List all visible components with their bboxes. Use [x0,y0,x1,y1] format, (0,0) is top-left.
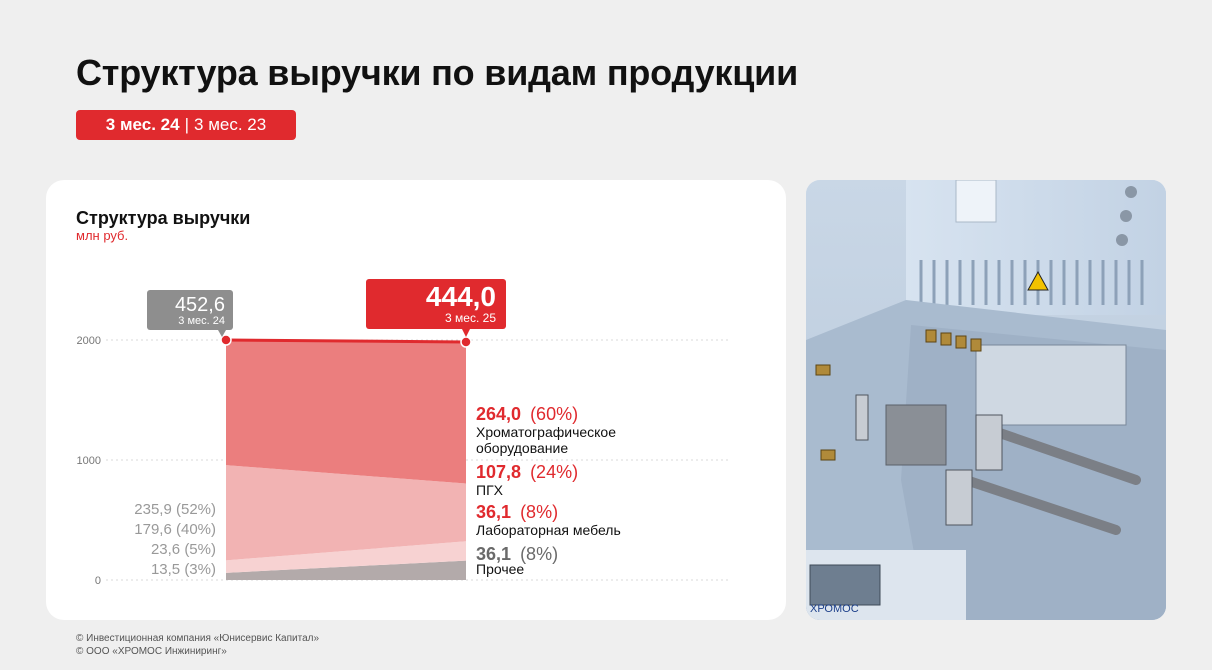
total-period-3m25: 3 мес. 25 [445,311,496,325]
right-pct-pgh: (24%) [530,462,578,482]
y-tick-label: 0 [95,575,101,587]
series-area-chromatography [226,340,466,484]
right-value-pgh: 107,8 [476,462,521,482]
total-badge-3m24: 452,6 3 мес. 24 [147,290,233,337]
product-photo: ХРОМОС [806,180,1166,620]
total-line [225,338,467,344]
chart-title: Структура выручки [76,208,251,228]
left-label-other: 13,5 (3%) [151,561,216,578]
total-badge-3m25: 444,0 3 мес. 25 [366,279,506,337]
page-title: Структура выручки по видам продукции [76,52,799,93]
total-marker-3m24 [220,334,232,346]
chart-card: Структура выручки млн руб. 2000 1000 0 [46,180,786,620]
period-other[interactable]: 3 мес. 23 [194,115,267,134]
series-name-pgh: ПГХ [476,482,504,498]
total-marker-3m25 [460,336,472,348]
right-value-chromatography: 264,0 [476,404,521,424]
total-period-3m24: 3 мес. 24 [178,315,225,327]
period-separator: | [184,115,190,134]
right-label-chromatography: 264,0 (60%) Хроматографическое оборудова… [476,404,616,456]
left-label-lab-furniture: 23,6 (5%) [151,541,216,558]
series-name-chromatography-line2: оборудование [476,440,568,456]
y-tick-label: 1000 [77,455,101,467]
left-label-chromatography: 235,9 (52%) [134,501,216,518]
photo-brand-text: ХРОМОС [810,603,859,615]
footer-copyright-1: © Инвестиционная компания «Юнисервис Кап… [76,633,320,644]
right-pct-lab-furniture: (8%) [520,502,558,522]
series-name-other: Прочее [476,561,524,577]
left-label-pgh: 179,6 (40%) [134,521,216,538]
chart-unit: млн руб. [76,228,129,243]
right-label-other: 36,1 (8%) Прочее [476,544,558,577]
svg-text:107,8 (24%): 107,8 (24%) [476,462,578,482]
period-active[interactable]: 3 мес. 24 [105,115,180,134]
series-name-lab-furniture: Лабораторная мебель [476,522,621,538]
right-label-pgh: 107,8 (24%) ПГХ [476,462,578,498]
right-pct-chromatography: (60%) [530,404,578,424]
total-value-3m25: 444,0 [426,281,496,312]
right-value-other: 36,1 [476,544,511,564]
svg-text:36,1 (8%): 36,1 (8%) [476,544,558,564]
series-area-lab-furniture [226,541,466,573]
right-value-lab-furniture: 36,1 [476,502,511,522]
total-value-3m24: 452,6 [175,294,225,316]
footer-copyright-2: © ООО «ХРОМОС Инжиниринг» [76,646,227,657]
series-area-other [226,560,466,580]
right-pct-other: (8%) [520,544,558,564]
area-series-group [226,340,466,580]
svg-text:36,1 (8%): 36,1 (8%) [476,502,558,522]
svg-text:264,0 (60%): 264,0 (60%) [476,404,578,424]
y-tick-label: 2000 [77,335,101,347]
right-label-lab-furniture: 36,1 (8%) Лабораторная мебель [476,502,621,538]
series-area-pgh [226,465,466,561]
period-selector[interactable]: 3 мес. 24 | 3 мес. 23 [76,110,296,140]
series-name-chromatography-line1: Хроматографическое [476,424,616,440]
revenue-structure-chart: 2000 1000 0 452,6 3 мес. 24 444,0 3 мес.… [77,279,728,587]
gas-chromatograph-photo-icon: ХРОМОС [806,180,1166,620]
